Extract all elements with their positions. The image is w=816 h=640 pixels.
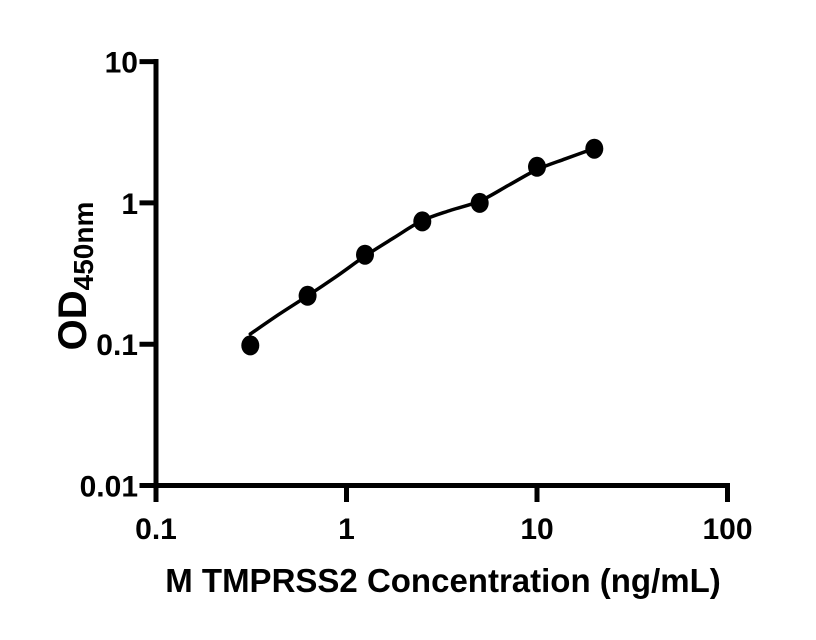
- y-tick-label: 10: [105, 47, 138, 80]
- data-point-marker: [528, 156, 546, 177]
- y-tick-label: 0.01: [80, 471, 138, 504]
- x-tick-label: 0.1: [135, 513, 177, 546]
- y-tick-label: 0.1: [96, 329, 138, 362]
- data-point-marker: [298, 285, 317, 306]
- data-point-marker: [585, 138, 604, 159]
- x-tick-label: 1: [338, 513, 355, 546]
- data-point-marker: [470, 192, 489, 213]
- data-point-marker: [356, 244, 374, 265]
- data-point-marker: [413, 211, 432, 232]
- y-axis-title-main: OD: [51, 290, 95, 350]
- y-axis-title-subscript: 450nm: [68, 202, 99, 291]
- plot-layer: 0.1 1 10 100 10 1 0.1 0.01: [80, 47, 753, 546]
- data-point-marker: [241, 335, 260, 356]
- fit-curve: [248, 146, 597, 336]
- x-axis-title: M TMPRSS2 Concentration (ng/mL): [165, 562, 721, 599]
- y-tick-label: 1: [121, 188, 138, 221]
- x-tick-label: 10: [520, 513, 553, 546]
- y-axis-title: OD450nm: [51, 202, 99, 351]
- x-tick-label: 100: [702, 513, 752, 546]
